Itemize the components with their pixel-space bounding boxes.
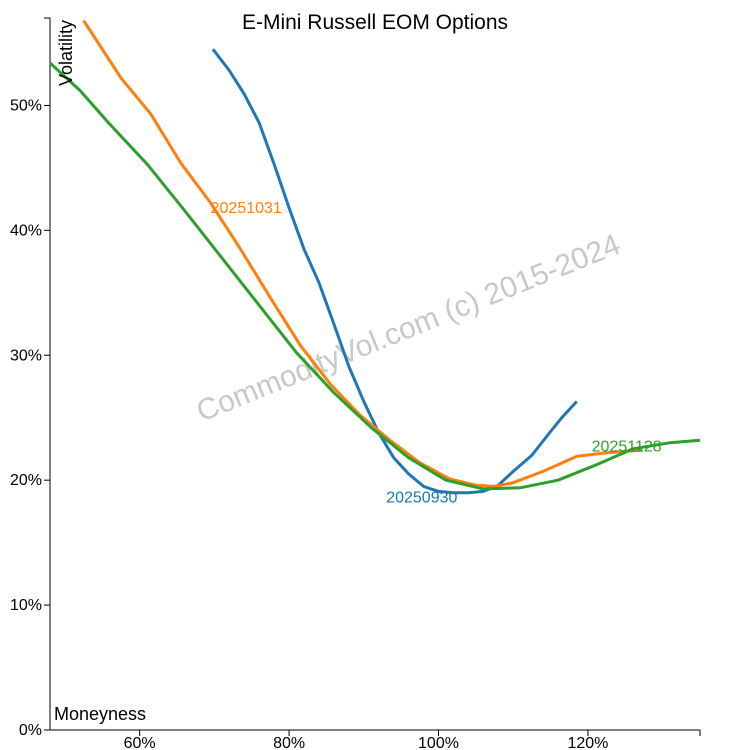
x-axis-label: Moneyness xyxy=(54,704,146,724)
y-tick-label: 50% xyxy=(10,97,42,114)
series-label-20251031: 20251031 xyxy=(211,200,282,217)
y-tick-label: 20% xyxy=(10,472,42,489)
series-label-20250930: 20250930 xyxy=(386,490,457,507)
series-labels: 20250930 20251031 20251128 xyxy=(211,200,662,507)
x-tick-label: 80% xyxy=(273,735,305,750)
x-tick-label: 120% xyxy=(567,735,608,750)
chart-title: E-Mini Russell EOM Options xyxy=(242,11,508,34)
x-ticks: 60% 80% 100% 120% xyxy=(124,730,608,750)
series-line-20251031 xyxy=(82,19,643,488)
x-tick-label: 60% xyxy=(124,735,156,750)
series-label-20251128: 20251128 xyxy=(592,438,662,455)
axes xyxy=(44,17,701,736)
series-line-20251128 xyxy=(48,61,701,491)
y-tick-label: 30% xyxy=(10,347,42,364)
y-axis-label: Volatility xyxy=(56,20,76,86)
watermark: CommodityVol.com (c) 2015-2024 xyxy=(192,228,625,428)
x-tick-label: 100% xyxy=(418,735,459,750)
y-ticks: 0% 10% 20% 30% 40% 50% xyxy=(10,97,50,739)
series-lines xyxy=(48,19,701,495)
y-tick-label: 40% xyxy=(10,222,42,239)
watermark-text: CommodityVol.com (c) 2015-2024 xyxy=(192,228,625,428)
y-tick-label: 10% xyxy=(10,597,42,614)
series-line-20250930 xyxy=(211,48,578,495)
y-tick-label: 0% xyxy=(19,722,42,739)
